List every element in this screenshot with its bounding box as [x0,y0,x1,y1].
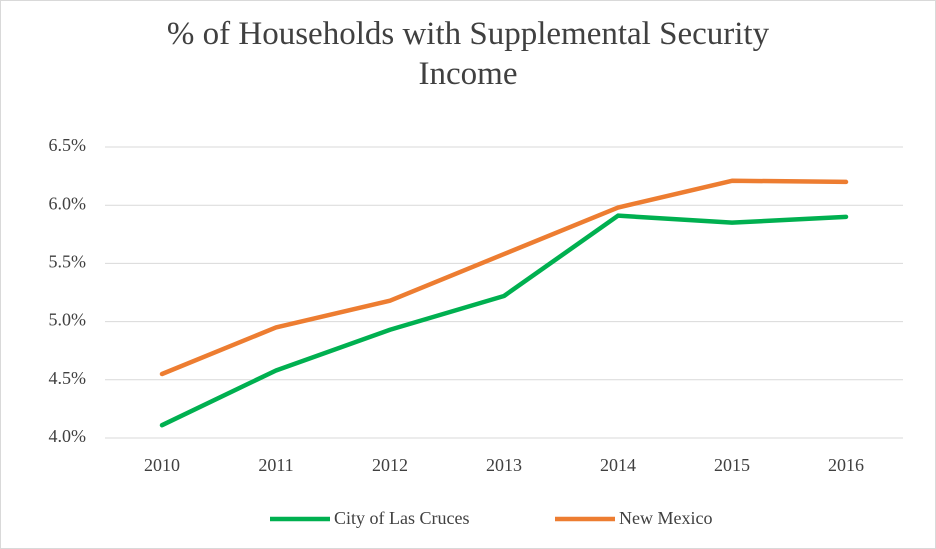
data-line [159,178,849,377]
x-tick-label: 2011 [258,455,293,475]
x-tick-label: 2016 [828,455,864,475]
x-tick-label: 2014 [600,455,636,475]
y-tick-label: 6.5% [49,135,87,155]
y-tick-label: 4.0% [49,426,87,446]
y-tick-label: 6.0% [49,193,87,213]
data-line [159,213,849,428]
y-tick-label: 5.0% [49,310,87,330]
x-tick-label: 2012 [372,455,408,475]
x-tick-label: 2013 [486,455,522,475]
x-tick-label: 2010 [144,455,180,475]
y-tick-label: 4.5% [49,368,87,388]
x-tick-label: 2015 [714,455,750,475]
y-tick-label: 5.5% [49,252,87,272]
chart-title: % of Households with Supplemental Securi… [166,16,770,92]
legend-label: City of Las Cruces [334,508,469,528]
legend-label: New Mexico [619,508,712,528]
